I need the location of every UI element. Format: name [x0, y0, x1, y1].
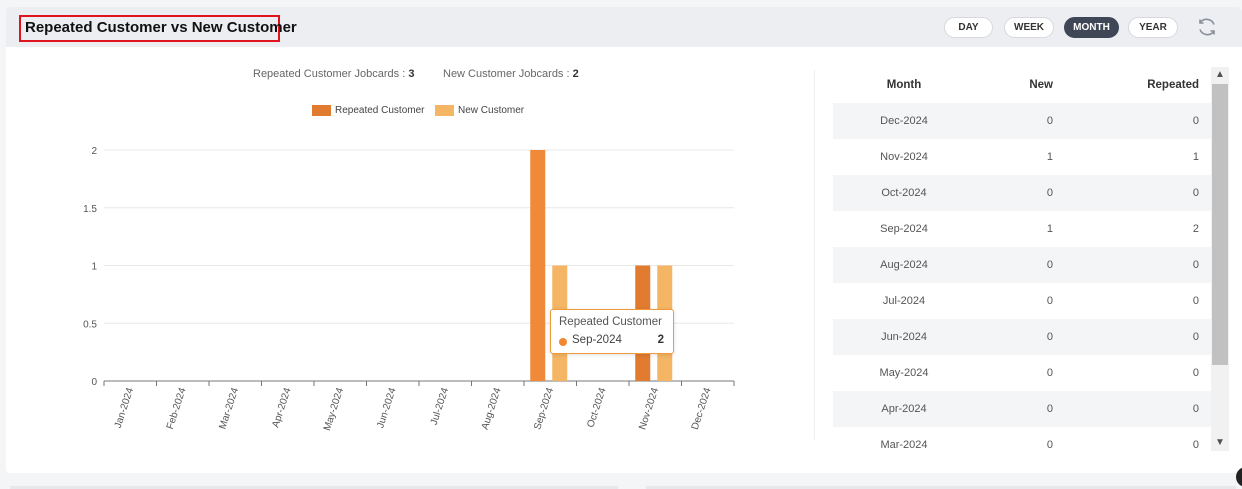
cell-repeated: 0	[1192, 259, 1199, 271]
x-tick-label: Oct-2024	[585, 386, 608, 429]
cell-new: 0	[1046, 295, 1053, 307]
table-body: Dec-2024 0 0 Nov-2024 1 1 Oct-2024 0 0 Sep-2024 1 2…	[833, 103, 1211, 451]
cell-repeated: 0	[1192, 367, 1199, 379]
period-year-button[interactable]: YEAR	[1128, 17, 1178, 38]
table-row: Mar-2024 0 0	[833, 427, 1211, 451]
table-row: Oct-2024 0 0	[833, 175, 1211, 211]
repeated-jobcards-summary: Repeated Customer Jobcards : 3	[253, 68, 414, 80]
scroll-up-icon[interactable]: ▲	[1215, 69, 1225, 80]
cell-new: 0	[1046, 403, 1053, 415]
tooltip-label: Sep-2024	[572, 334, 622, 346]
cell-month: May-2024	[879, 367, 929, 379]
table-header: Month New Repeated	[833, 67, 1211, 103]
cell-repeated: 0	[1192, 331, 1199, 343]
cell-new: 0	[1046, 115, 1053, 127]
x-tick-label: Jul-2024	[429, 386, 451, 426]
cell-repeated: 0	[1192, 439, 1199, 451]
new-jobcards-summary: New Customer Jobcards : 2	[443, 68, 579, 80]
x-tick-label: Sep-2024	[532, 386, 556, 431]
cell-repeated: 2	[1192, 223, 1199, 235]
y-tick-label: 1	[91, 262, 97, 273]
widget-title: Repeated Customer vs New Customer	[19, 15, 297, 42]
cell-new: 0	[1046, 331, 1053, 343]
legend-repeated[interactable]: Repeated Customer	[312, 105, 425, 116]
scroll-down-icon[interactable]: ▼	[1215, 437, 1225, 448]
legend-new-label: New Customer	[458, 105, 525, 116]
legend-new-swatch	[435, 105, 454, 116]
legend-repeated-swatch	[312, 105, 331, 116]
table-row: Jul-2024 0 0	[833, 283, 1211, 319]
col-new-header[interactable]: New	[1029, 79, 1053, 91]
period-month-button[interactable]: MONTH	[1064, 17, 1119, 38]
table-row: Dec-2024 0 0	[833, 103, 1211, 139]
cell-repeated: 1	[1192, 151, 1199, 163]
table-row: Jun-2024 0 0	[833, 319, 1211, 355]
repeated-jobcards-label: Repeated Customer Jobcards :	[253, 68, 409, 80]
new-jobcards-value: 2	[572, 68, 579, 80]
cell-month: Jun-2024	[881, 331, 927, 343]
col-month-header[interactable]: Month	[886, 79, 922, 91]
x-tick-label: Jun-2024	[375, 386, 398, 429]
cell-month: Aug-2024	[880, 259, 928, 271]
table-row: Aug-2024 0 0	[833, 247, 1211, 283]
x-tick-label: Jan-2024	[113, 386, 136, 429]
table-row: May-2024 0 0	[833, 355, 1211, 391]
new-jobcards-label: New Customer Jobcards :	[443, 68, 573, 80]
next-card-edge-right	[646, 486, 1236, 489]
table-scroll-thumb[interactable]	[1212, 84, 1228, 365]
x-tick-label: May-2024	[322, 386, 346, 432]
x-tick-label: Feb-2024	[165, 386, 189, 431]
y-tick-label: 1.5	[83, 204, 97, 215]
chart-tooltip: Repeated Customer Sep-2024 2	[550, 309, 674, 354]
cell-month: Oct-2024	[881, 187, 927, 199]
cell-new: 0	[1046, 259, 1053, 271]
x-tick-label: Apr-2024	[270, 386, 293, 429]
x-tick-label: Dec-2024	[690, 386, 714, 431]
table-row: Nov-2024 1 1	[833, 139, 1211, 175]
next-card-edge-left	[10, 486, 618, 489]
cell-month: Apr-2024	[881, 403, 927, 415]
cell-new: 0	[1046, 187, 1053, 199]
cell-new: 1	[1046, 151, 1053, 163]
y-tick-label: 0.5	[83, 319, 97, 330]
col-repeated-header[interactable]: Repeated	[1147, 79, 1199, 91]
cell-month: Mar-2024	[880, 439, 928, 451]
tooltip-dot	[559, 338, 567, 346]
cell-month: Dec-2024	[880, 115, 928, 127]
cell-month: Sep-2024	[880, 223, 928, 235]
cell-repeated: 0	[1192, 115, 1199, 127]
cell-new: 0	[1046, 439, 1053, 451]
cell-new: 1	[1046, 223, 1053, 235]
cell-month: Nov-2024	[880, 151, 928, 163]
legend-new[interactable]: New Customer	[435, 105, 524, 116]
x-tick-label: Nov-2024	[637, 386, 661, 431]
cell-repeated: 0	[1192, 187, 1199, 199]
cell-repeated: 0	[1192, 403, 1199, 415]
period-week-button[interactable]: WEEK	[1004, 17, 1054, 38]
panel-divider	[814, 70, 815, 440]
repeated-jobcards-value: 3	[408, 68, 415, 80]
table-row: Sep-2024 1 2	[833, 211, 1211, 247]
refresh-icon[interactable]	[1195, 15, 1219, 39]
table-row: Apr-2024 0 0	[833, 391, 1211, 427]
cell-new: 0	[1046, 367, 1053, 379]
bar-chart: 0 0.5 1 1.5 2 Jan-2024 Feb-2024 Mar-2024 Apr-202…	[83, 146, 735, 432]
cell-month: Jul-2024	[882, 295, 926, 307]
tooltip-title: Repeated Customer	[559, 316, 662, 328]
data-table: Month New Repeated Dec-2024 0 0 Nov-2024 1 1 O…	[833, 67, 1211, 451]
tooltip-value: 2	[657, 334, 664, 346]
y-tick-label: 2	[91, 146, 97, 157]
x-tick-label: Mar-2024	[217, 386, 241, 431]
x-tick-label: Aug-2024	[480, 386, 504, 431]
y-tick-label: 0	[91, 377, 97, 388]
period-day-button[interactable]: DAY	[944, 17, 993, 38]
bar-repeated	[530, 150, 546, 381]
chat-icon[interactable]	[1236, 467, 1242, 487]
legend-repeated-label: Repeated Customer	[335, 105, 425, 116]
cell-repeated: 0	[1192, 295, 1199, 307]
